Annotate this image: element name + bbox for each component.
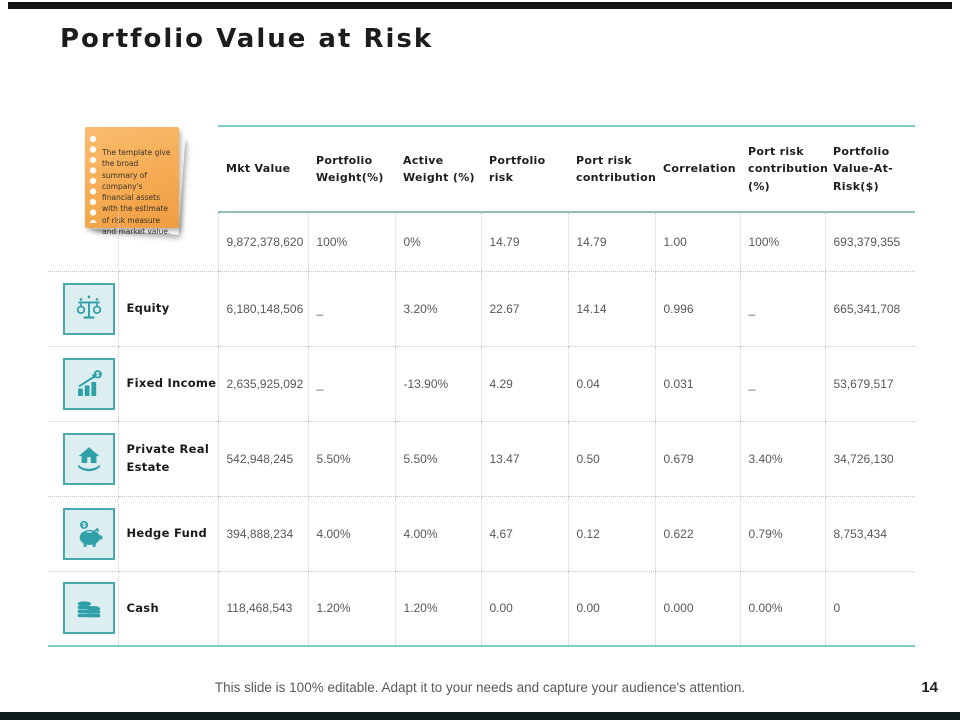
equity-mkt-value: 6,180,148,506 [217,271,308,347]
equity-portfolio-weight: _ [307,271,395,347]
private-real-estate-active-weight: 5.50% [394,421,481,497]
private-real-estate-correlation: 0.679 [654,421,740,497]
hedge-fund-value-at-risk: 8,753,434 [824,496,915,572]
piggy-bank-icon: $ [63,507,115,560]
fixed-income-active-weight: -13.90% [394,346,481,422]
balance-scale-icon [63,282,115,335]
row-label-cash: Cash [117,571,218,647]
hedge-fund-icon-cell: $ [48,496,118,572]
private-real-estate-port-risk-contribution-pct: 3.40% [739,421,825,497]
table-row-equity: Equity 6,180,148,506 _ 3.20% 22.67 14.14… [48,271,915,347]
fixed-income-mkt-value: 2,635,925,092 [217,346,308,422]
table-header-row: Mkt Value Portfolio Weight(%) Active Wei… [48,125,915,213]
equity-value-at-risk: 665,341,708 [824,271,915,347]
coin-stack-icon [63,582,115,635]
total-value-at-risk: 693,379,355 [824,212,915,272]
table-row-total: 9,872,378,620 100% 0% 14.79 14.79 1.00 1… [48,212,915,272]
total-port-risk-contribution-pct: 100% [739,212,825,272]
page-number: 14 [921,679,938,696]
cash-portfolio-weight: 1.20% [307,571,395,647]
cash-active-weight: 1.20% [394,571,481,647]
column-header-mkt-value: Mkt Value [218,125,308,213]
empty-label-cell [117,212,218,272]
row-label-fixed-income: Fixed Income [117,346,218,422]
empty-icon-cell [48,212,118,272]
private-real-estate-portfolio-risk: 13.47 [480,421,568,497]
svg-text:$: $ [96,371,100,378]
fixed-income-portfolio-risk: 4.29 [480,346,568,422]
footer-note: This slide is 100% editable. Adapt it to… [214,680,746,695]
total-mkt-value: 9,872,378,620 [217,212,308,272]
column-header-correlation: Correlation [655,125,740,213]
equity-port-risk-contribution: 14.14 [567,271,655,347]
total-correlation: 1.00 [654,212,740,272]
private-real-estate-value-at-risk: 34,726,130 [824,421,915,497]
fixed-income-value-at-risk: 53,679,517 [824,346,915,422]
top-accent-bar [8,2,952,9]
growth-chart-coin-icon: $ [63,357,115,410]
hedge-fund-port-risk-contribution-pct: 0.79% [739,496,825,572]
column-header-portfolio-value-at-risk: Portfolio Value-At-Risk($) [825,125,915,213]
hedge-fund-mkt-value: 394,888,234 [217,496,308,572]
hedge-fund-active-weight: 4.00% [394,496,481,572]
table-row-fixed-income: $ Fixed Income 2,635,925,092 _ -13.90% 4… [48,346,915,422]
column-header-port-risk-contribution-pct: Port risk contribution (%) [740,125,828,213]
total-port-risk-contribution: 14.79 [567,212,655,272]
cash-mkt-value: 118,468,543 [217,571,308,647]
cash-port-risk-contribution: 0.00 [567,571,655,647]
hedge-fund-portfolio-weight: 4.00% [307,496,395,572]
fixed-income-correlation: 0.031 [654,346,740,422]
equity-icon-cell [48,271,118,347]
row-label-private-real-estate: Private Real Estate [117,421,218,497]
cash-correlation: 0.000 [654,571,740,647]
equity-portfolio-risk: 22.67 [480,271,568,347]
total-active-weight: 0% [394,212,481,272]
private-real-estate-portfolio-weight: 5.50% [307,421,395,497]
svg-text:$: $ [82,522,86,529]
column-header-active-weight: Active Weight (%) [395,125,481,213]
bottom-accent-bar [0,712,960,720]
table-row-hedge-fund: $ Hedge Fund 394,888,234 4.00% 4.00% 4.6… [48,496,915,572]
cash-portfolio-risk: 0.00 [480,571,568,647]
hedge-fund-portfolio-risk: 4.67 [480,496,568,572]
equity-active-weight: 3.20% [394,271,481,347]
hedge-fund-port-risk-contribution: 0.12 [567,496,655,572]
cash-icon-cell [48,571,118,647]
portfolio-var-table: Mkt Value Portfolio Weight(%) Active Wei… [48,125,915,647]
fixed-income-icon-cell: $ [48,346,118,422]
hedge-fund-correlation: 0.622 [654,496,740,572]
column-header-portfolio-risk: Portfolio risk [481,125,568,213]
house-in-hand-icon [63,432,115,485]
fixed-income-port-risk-contribution-pct: _ [739,346,825,422]
total-portfolio-weight: 100% [307,212,395,272]
header-spacer [48,126,218,212]
equity-correlation: 0.996 [654,271,740,347]
cash-port-risk-contribution-pct: 0.00% [739,571,825,647]
private-real-estate-mkt-value: 542,948,245 [217,421,308,497]
equity-port-risk-contribution-pct: _ [739,271,825,347]
private-real-estate-icon-cell [48,421,118,497]
fixed-income-portfolio-weight: _ [307,346,395,422]
table-row-private-real-estate: Private Real Estate 542,948,245 5.50% 5.… [48,421,915,497]
cash-value-at-risk: 0 [824,571,915,647]
row-label-hedge-fund: Hedge Fund [117,496,218,572]
row-label-equity: Equity [117,271,218,347]
fixed-income-port-risk-contribution: 0.04 [567,346,655,422]
spiral-holes-decoration [88,134,99,223]
total-portfolio-risk: 14.79 [480,212,568,272]
page-title: Portfolio Value at Risk [60,24,434,54]
table-row-cash: Cash 118,468,543 1.20% 1.20% 0.00 0.00 0… [48,571,915,647]
column-header-portfolio-weight: Portfolio Weight(%) [308,125,395,213]
column-header-port-risk-contribution: Port risk contribution [568,125,656,213]
private-real-estate-port-risk-contribution: 0.50 [567,421,655,497]
